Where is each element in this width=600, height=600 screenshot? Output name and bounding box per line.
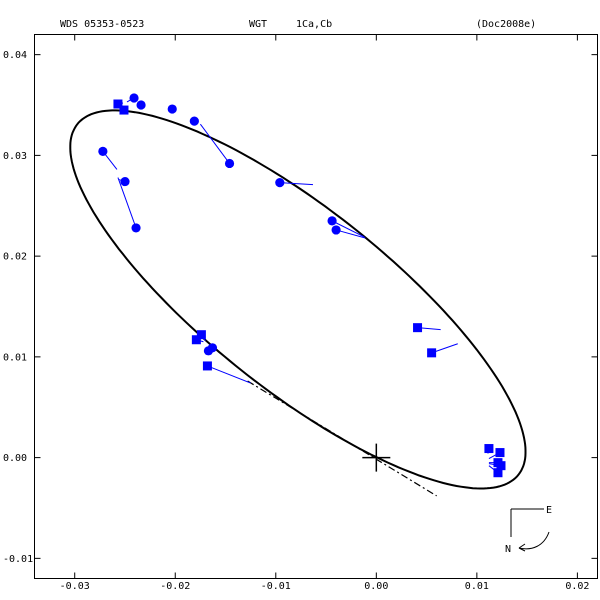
x-tick-label: 0.00 (364, 581, 388, 592)
star-designation: WDS 05353-0523 (60, 19, 144, 30)
orbit-reference: (Doc2008e) (476, 19, 536, 30)
observation-point-circle (129, 93, 139, 103)
compass-axes (510, 508, 544, 537)
observation-point-square (119, 105, 129, 115)
observation-point-circle (207, 343, 218, 353)
compass-arrowhead (518, 543, 526, 552)
line-of-nodes (247, 380, 437, 497)
y-tick-label: 0.03 (3, 151, 27, 162)
observation-point-square (191, 335, 201, 345)
y-tick-label: 0.00 (3, 453, 27, 464)
x-tick-label: -0.03 (60, 581, 90, 592)
primary-star-marker (362, 443, 391, 472)
observation-point-circle (331, 225, 341, 235)
observation-point-circle (275, 177, 285, 188)
axis-ticks: -0.03 -0.02 -0.01 0.00 0.01 0.02 -0.01 0.00 0.01… (3, 34, 598, 592)
y-tick-label: -0.01 (3, 554, 33, 565)
x-tick-label: -0.02 (160, 581, 190, 592)
observation-point-square (413, 323, 423, 333)
observation-point-circle (327, 216, 337, 226)
observation-point-square (202, 361, 212, 371)
observation-point-circle (136, 100, 146, 110)
x-tick-label: 0.02 (565, 581, 589, 592)
observation-point-circle (120, 176, 130, 187)
orbit-layer (69, 109, 527, 497)
y-tick-label: 0.04 (3, 50, 27, 61)
compass: E N (505, 505, 552, 555)
observation-point-circle (167, 104, 177, 114)
plot-frame (34, 34, 598, 579)
compass-north-label: N (505, 544, 511, 555)
observation-point-square (427, 348, 437, 358)
orbit-ellipse (69, 109, 527, 490)
observation-markers (98, 93, 506, 478)
orbit-author: WGT (249, 19, 267, 30)
observation-point-square (495, 448, 505, 458)
observation-point-circle (131, 223, 141, 233)
residual-line (335, 229, 366, 239)
observation-point-square (493, 468, 503, 478)
residual-line (117, 177, 137, 229)
residual-line (279, 182, 314, 186)
observation-point-circle (98, 146, 108, 156)
observation-point-square (113, 99, 123, 109)
residual-lines (102, 97, 502, 474)
residual-line (207, 365, 251, 384)
observation-point-square (496, 461, 506, 471)
observation-point-square (196, 330, 206, 340)
observation-point-circle (189, 116, 199, 126)
compass-east-label: E (546, 505, 552, 516)
y-tick-label: 0.02 (3, 252, 27, 263)
star-components: 1Ca,Cb (296, 19, 332, 30)
observation-point-circle (224, 158, 235, 169)
residual-line (331, 220, 365, 238)
y-tick-label: 0.01 (3, 352, 27, 363)
observation-point-square (484, 444, 494, 454)
x-tick-label: 0.01 (465, 581, 489, 592)
x-tick-label: -0.01 (261, 581, 291, 592)
compass-rotation-arrow (518, 531, 550, 550)
residual-line (199, 123, 230, 164)
